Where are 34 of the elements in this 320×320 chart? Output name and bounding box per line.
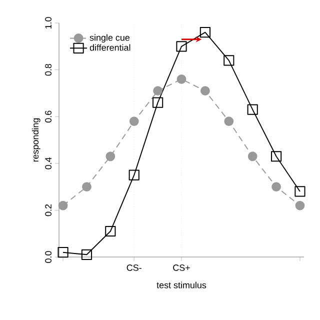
legend-label: single cue [90, 34, 130, 43]
x-tick-label: CS- [126, 264, 142, 271]
y-tick-label: 0.0 [45, 251, 52, 263]
y-axis-title: responding [32, 118, 40, 162]
y-tick-label: 0.4 [45, 157, 52, 170]
x-axis-title: test stimulus [156, 282, 206, 288]
point [200, 86, 210, 96]
point [294, 186, 306, 197]
y-tick-label: 0.2 [45, 204, 52, 216]
point [224, 55, 234, 66]
point [153, 86, 163, 96]
y-tick-label: 0.8 [45, 64, 52, 76]
point [176, 74, 186, 84]
y-tick-label: 1.0 [45, 17, 52, 29]
point [129, 116, 139, 126]
point [224, 116, 234, 126]
point [82, 182, 92, 192]
point [295, 200, 305, 210]
x-tick-label: CS+ [173, 264, 190, 271]
point [58, 247, 68, 258]
point [152, 97, 164, 108]
point [128, 170, 140, 180]
point [270, 151, 282, 162]
point [247, 104, 258, 115]
point [105, 226, 116, 237]
point [176, 41, 187, 52]
legend-label: differential [90, 44, 130, 51]
point [106, 152, 116, 162]
y-tick-label: 0.6 [45, 110, 52, 122]
point [272, 182, 281, 192]
point [200, 27, 210, 38]
point [81, 249, 92, 260]
point [248, 152, 258, 162]
point [58, 200, 68, 210]
